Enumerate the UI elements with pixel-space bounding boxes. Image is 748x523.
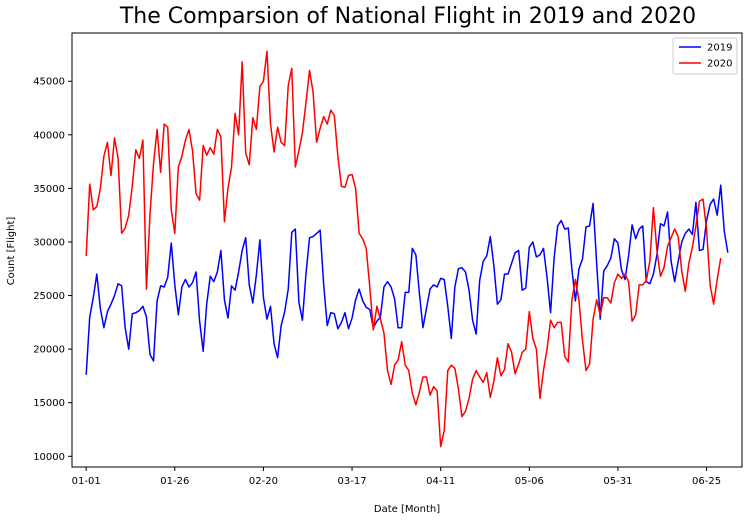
y-axis: 10000 15000 20000 25000 30000 35000 40000 45000 bbox=[33, 77, 72, 463]
y-tick-label: 15000 bbox=[33, 398, 65, 409]
y-tick-label: 45000 bbox=[33, 77, 65, 88]
y-tick-label: 35000 bbox=[33, 184, 65, 195]
legend-label-2019: 2019 bbox=[707, 43, 732, 54]
x-tick-label: 03-17 bbox=[338, 476, 367, 487]
y-tick-label: 10000 bbox=[33, 452, 65, 463]
x-tick-label: 05-06 bbox=[515, 476, 544, 487]
y-axis-label: Count [Flight] bbox=[6, 217, 17, 286]
legend-label-2020: 2020 bbox=[707, 59, 732, 70]
series-line-2020 bbox=[85, 50, 722, 448]
x-axis: 01-01 01-26 02-20 03-17 04-11 05-06 05-31 06-25 bbox=[72, 467, 721, 487]
x-tick-label: 04-11 bbox=[426, 476, 455, 487]
x-tick-label: 02-20 bbox=[249, 476, 278, 487]
series-line-2019 bbox=[85, 184, 729, 375]
chart-title: The Comparsion of National Flight in 201… bbox=[119, 4, 696, 29]
x-axis-label: Date [Month] bbox=[374, 504, 440, 515]
plot-area bbox=[85, 50, 729, 448]
y-tick-label: 25000 bbox=[33, 291, 65, 302]
y-tick-label: 20000 bbox=[33, 345, 65, 356]
x-tick-label: 06-25 bbox=[692, 476, 721, 487]
legend: 2019 2020 bbox=[672, 37, 738, 75]
y-tick-label: 40000 bbox=[33, 130, 65, 141]
plot-frame bbox=[71, 32, 743, 468]
x-tick-label: 01-01 bbox=[72, 476, 101, 487]
x-tick-label: 05-31 bbox=[603, 476, 632, 487]
y-tick-label: 30000 bbox=[33, 237, 65, 248]
x-tick-label: 01-26 bbox=[160, 476, 189, 487]
